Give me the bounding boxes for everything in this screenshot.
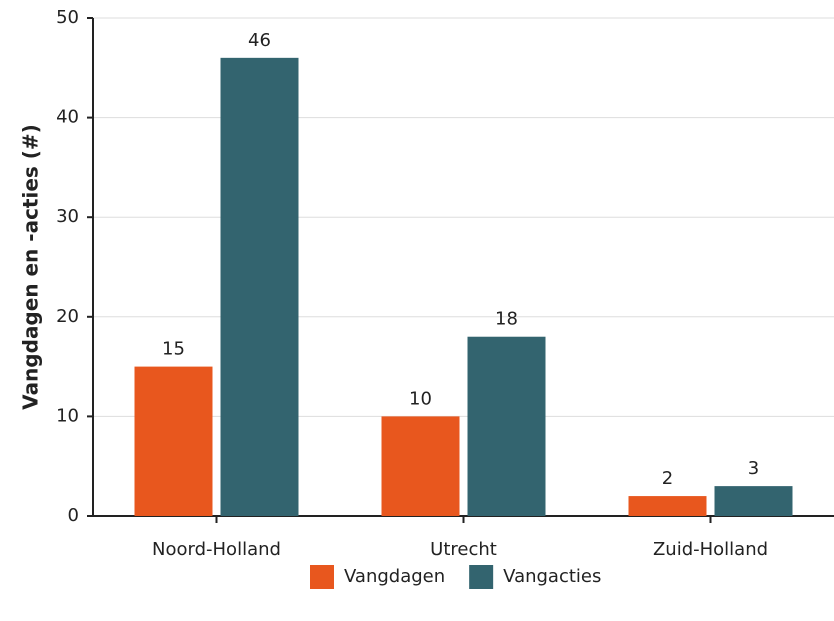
data-label: 10: [409, 388, 432, 409]
legend-swatch: [310, 565, 334, 589]
bar: [628, 496, 707, 516]
data-label: 46: [248, 30, 271, 51]
data-label: 15: [162, 339, 185, 360]
legend-label: Vangacties: [503, 566, 601, 587]
bar: [381, 416, 460, 516]
y-tick-label: 50: [56, 7, 79, 28]
y-tick-label: 40: [56, 107, 79, 128]
y-tick-label: 0: [68, 505, 79, 526]
bar: [467, 336, 546, 516]
legend-label: Vangdagen: [344, 566, 445, 587]
x-tick-label: Noord-Holland: [152, 539, 281, 560]
data-label: 18: [495, 309, 518, 330]
x-tick-label: Zuid-Holland: [653, 539, 768, 560]
y-tick-label: 30: [56, 206, 79, 227]
bar: [134, 366, 213, 516]
bar: [714, 486, 793, 516]
y-tick-label: 20: [56, 306, 79, 327]
legend-swatch: [469, 565, 494, 589]
x-tick-label: Utrecht: [430, 539, 497, 560]
y-axis-label: Vangdagen en -acties (#): [19, 124, 43, 410]
data-label: 3: [748, 458, 759, 479]
bar: [220, 57, 299, 517]
y-tick-label: 10: [56, 405, 79, 426]
data-label: 2: [662, 468, 673, 489]
